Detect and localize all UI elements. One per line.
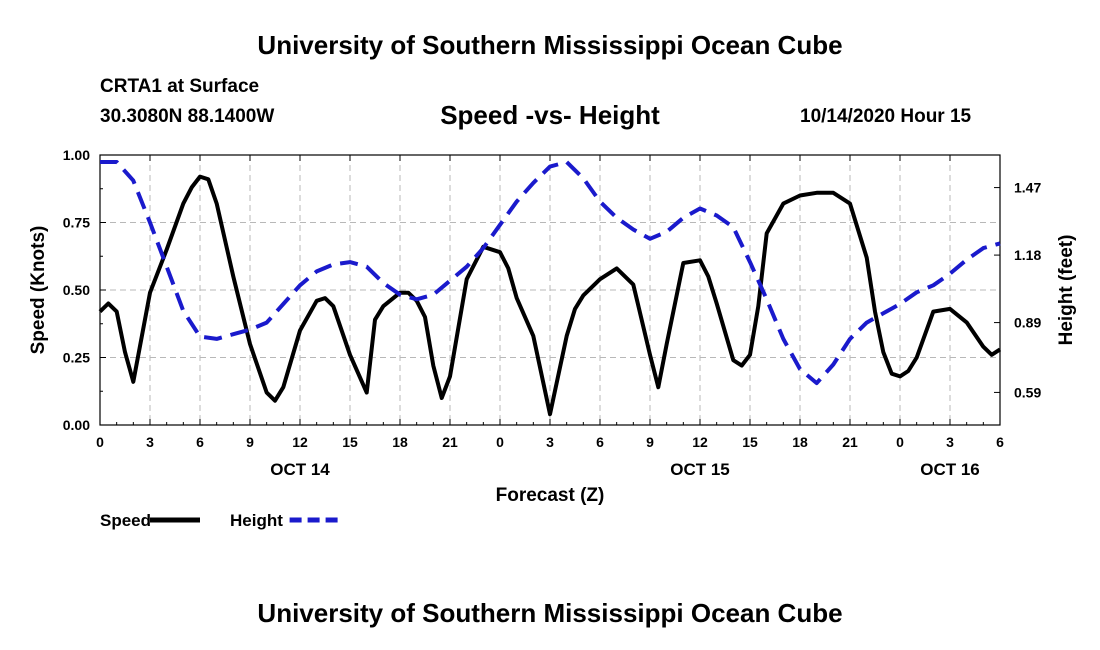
- grid-lines: [100, 155, 1000, 425]
- y2-tick-label: 1.47: [1014, 180, 1041, 196]
- series-line-speed: [98, 174, 1002, 417]
- y2-tick-label: 0.59: [1014, 384, 1041, 400]
- chart-legend: Speed Height: [100, 511, 340, 530]
- footer-title: University of Southern Mississippi Ocean…: [257, 598, 843, 628]
- y2-tick-label: 1.18: [1014, 247, 1041, 263]
- y-tick-label: 0.25: [63, 350, 90, 366]
- y-tick-label: 0.50: [63, 282, 90, 298]
- x-tick-label: 6: [996, 434, 1004, 450]
- x-tick-label: 21: [842, 434, 858, 450]
- day-label: OCT 14: [270, 460, 330, 479]
- x-tick-label: 3: [546, 434, 554, 450]
- station-label: CRTA1 at Surface: [100, 76, 260, 97]
- chart-title: Speed -vs- Height: [440, 100, 660, 130]
- x-tick-label: 9: [646, 434, 654, 450]
- page-title: University of Southern Mississippi Ocean…: [257, 30, 843, 60]
- legend-label-speed: Speed: [100, 511, 151, 530]
- x-tick-label: 18: [792, 434, 808, 450]
- x-tick-label: 3: [946, 434, 954, 450]
- x-tick-label: 3: [146, 434, 154, 450]
- y-axis-title: Speed (Knots): [28, 226, 49, 355]
- data-series: [98, 160, 1002, 417]
- day-label: OCT 15: [670, 460, 730, 479]
- y-tick-label: 0.75: [63, 215, 90, 231]
- day-label: OCT 16: [920, 460, 980, 479]
- y-tick-label: 0.00: [63, 417, 90, 433]
- x-tick-label: 0: [896, 434, 904, 450]
- legend-label-height: Height: [230, 511, 283, 530]
- y2-tick-label: 0.89: [1014, 315, 1041, 331]
- y-tick-label: 1.00: [63, 147, 90, 163]
- x-tick-label: 6: [596, 434, 604, 450]
- y2-axis-title: Height (feet): [1056, 235, 1077, 346]
- x-tick-label: 12: [292, 434, 308, 450]
- x-tick-label: 6: [196, 434, 204, 450]
- x-tick-label: 21: [442, 434, 458, 450]
- plot-frame: [99, 154, 1001, 426]
- x-tick-label: 9: [246, 434, 254, 450]
- chart-axes: [99, 154, 1001, 426]
- axis-labels: 0 3 6 9 12 15 18 21 0 3 6 9 12 15 18 21 0 3 6 0.00 0.25 0.50 0…: [28, 147, 1077, 506]
- x-tick-label: 0: [496, 434, 504, 450]
- x-tick-label: 18: [392, 434, 408, 450]
- x-tick-label: 0: [96, 434, 104, 450]
- series-line-height: [100, 160, 1001, 386]
- station-coordinates: 30.3080N 88.1400W: [100, 106, 275, 127]
- x-tick-label: 15: [742, 434, 758, 450]
- x-axis-title: Forecast (Z): [496, 485, 605, 506]
- x-tick-label: 12: [692, 434, 708, 450]
- x-tick-label: 15: [342, 434, 358, 450]
- forecast-date: 10/14/2020 Hour 15: [800, 106, 972, 127]
